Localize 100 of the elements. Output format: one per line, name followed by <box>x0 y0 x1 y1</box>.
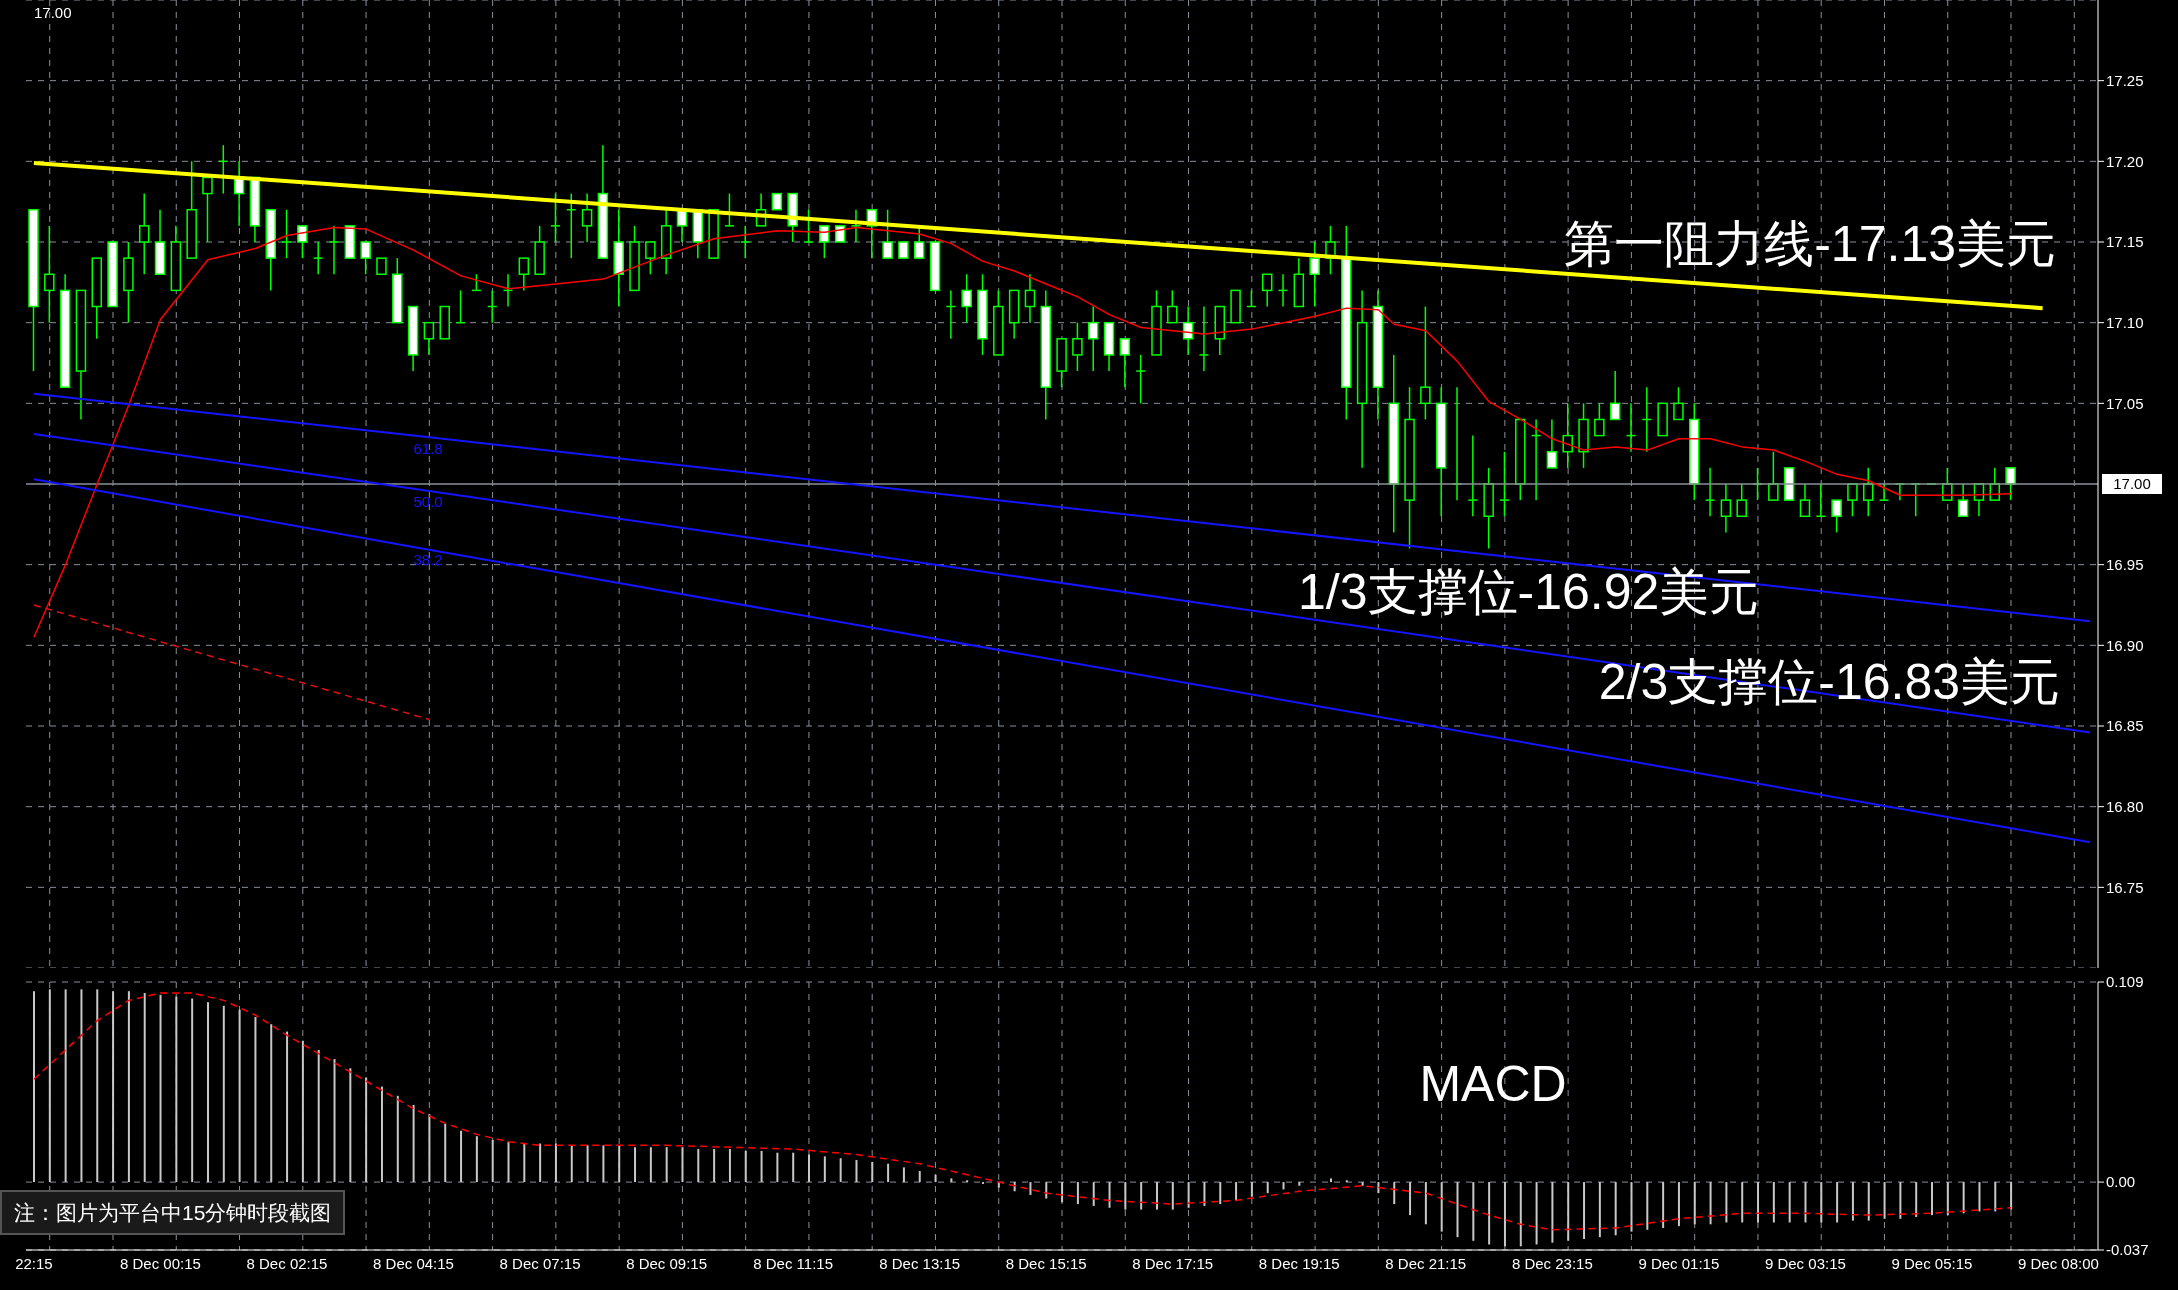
candlestick <box>312 241 324 276</box>
bar <box>855 1160 858 1183</box>
series-label: 61.8 <box>413 439 443 457</box>
annotation: 注：图片为平台中15分钟时段截图 <box>0 1190 346 1236</box>
bar <box>887 1163 890 1183</box>
candlestick <box>803 208 814 243</box>
bar <box>1614 1182 1617 1236</box>
bar <box>1092 1182 1095 1206</box>
bar <box>697 1149 700 1183</box>
bar <box>1329 1178 1332 1183</box>
bar <box>1108 1182 1111 1208</box>
bar <box>681 1147 684 1183</box>
bar <box>649 1147 652 1183</box>
bar <box>428 1114 431 1183</box>
bar <box>1836 1182 1839 1223</box>
x-tick-label: 9 Dec 08:00 <box>2018 1254 2099 1272</box>
candlestick <box>1072 321 1083 372</box>
bar <box>728 1149 731 1183</box>
candlestick <box>1167 289 1178 324</box>
candlestick <box>202 176 213 243</box>
candlestick <box>423 321 435 356</box>
bar <box>1140 1182 1143 1210</box>
bar <box>1488 1182 1491 1245</box>
bar <box>823 1156 826 1183</box>
bar <box>1677 1182 1680 1227</box>
bar <box>475 1136 478 1183</box>
line-series <box>33 992 2012 1231</box>
bar <box>64 989 67 1183</box>
candlestick <box>645 241 656 276</box>
bar <box>1298 1182 1301 1186</box>
bar <box>744 1150 747 1183</box>
series-label: 50.0 <box>413 492 443 510</box>
bar <box>1931 1182 1934 1216</box>
bar <box>618 1145 621 1183</box>
candlestick <box>724 192 735 227</box>
x-tick-label: 8 Dec 23:15 <box>1511 1254 1593 1272</box>
bar <box>1662 1182 1665 1228</box>
bar <box>808 1154 811 1183</box>
bar <box>317 1049 320 1183</box>
bar <box>191 998 194 1183</box>
candlestick <box>518 257 530 292</box>
y-tick-label: 0.109 <box>2106 973 2144 991</box>
bar <box>349 1068 352 1183</box>
bar <box>665 1147 668 1183</box>
candlestick <box>1594 402 1605 437</box>
x-tick-label: 8 Dec 15:15 <box>1005 1254 1087 1272</box>
candlestick <box>1182 305 1194 356</box>
y-tick-label: 16.90 <box>2106 636 2144 654</box>
bar <box>871 1161 874 1183</box>
candlestick <box>961 273 972 324</box>
candlestick <box>1087 305 1099 372</box>
bar <box>1630 1182 1633 1232</box>
bar <box>1282 1182 1285 1190</box>
x-tick-label: 9 Dec 05:15 <box>1891 1254 1973 1272</box>
bar <box>206 1002 209 1183</box>
candlestick <box>1736 483 1747 518</box>
bar <box>1155 1182 1158 1210</box>
bar <box>1456 1182 1459 1238</box>
bar <box>238 1009 241 1183</box>
bar <box>1709 1182 1712 1225</box>
candlestick <box>1799 483 1811 518</box>
x-tick-label: 9 Dec 03:15 <box>1764 1254 1846 1272</box>
candlestick <box>1768 450 1779 501</box>
y-tick-label: 17.20 <box>2106 152 2144 170</box>
bar <box>1788 1182 1791 1223</box>
y-tick-label: 17.15 <box>2106 233 2144 251</box>
bar <box>1361 1182 1364 1186</box>
bar <box>1377 1182 1380 1194</box>
bar <box>1646 1182 1649 1230</box>
bar <box>1472 1182 1475 1241</box>
bar <box>333 1059 336 1183</box>
bar <box>112 991 115 1183</box>
candlestick <box>850 208 862 243</box>
candlestick <box>1942 467 1953 501</box>
bar <box>1029 1182 1032 1195</box>
candlestick <box>740 225 751 259</box>
bar <box>175 996 178 1183</box>
bar <box>1820 1182 1823 1223</box>
candlestick <box>1261 273 1273 308</box>
bar <box>539 1143 542 1183</box>
bar <box>1266 1182 1269 1194</box>
candlestick <box>1957 483 1969 518</box>
bar <box>365 1077 368 1183</box>
bar <box>1867 1182 1870 1221</box>
bar <box>1757 1182 1760 1223</box>
bar <box>602 1145 605 1183</box>
bar <box>1503 1182 1506 1247</box>
x-tick-label: 8 Dec 19:15 <box>1258 1254 1340 1272</box>
bar <box>1440 1182 1443 1232</box>
series-label: 38.2 <box>413 550 443 568</box>
bar <box>270 1024 273 1183</box>
bar <box>1899 1182 1902 1219</box>
candlestick <box>281 208 292 259</box>
bar <box>301 1040 304 1183</box>
bar <box>33 991 35 1183</box>
bar <box>1171 1182 1174 1210</box>
candlestick <box>2005 467 2016 501</box>
candlestick <box>1467 434 1479 518</box>
candlestick <box>1024 273 1036 324</box>
y-tick-label: 17.25 <box>2106 71 2144 89</box>
